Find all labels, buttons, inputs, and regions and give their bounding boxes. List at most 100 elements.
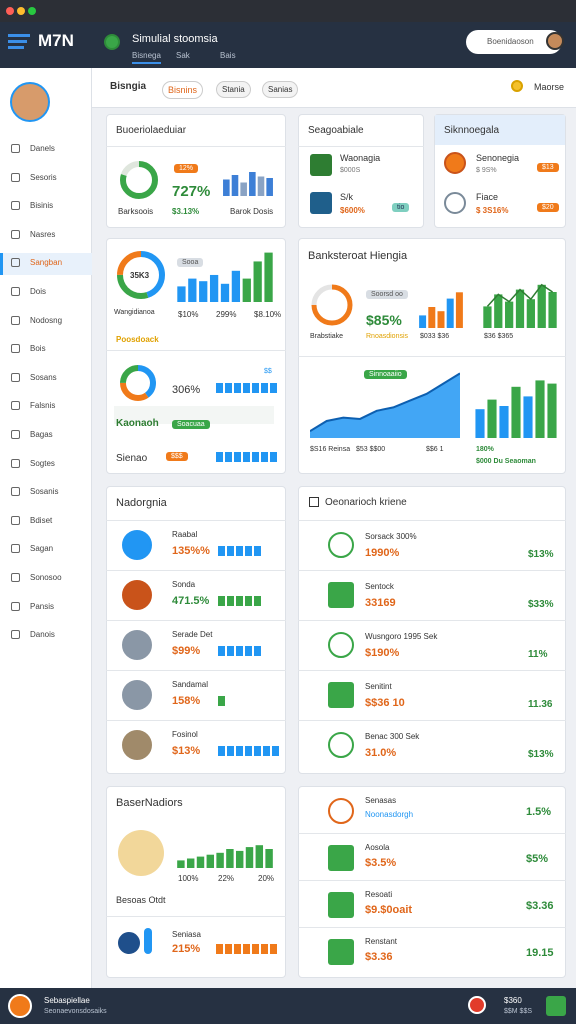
small: $$ [264, 368, 272, 375]
menu-item[interactable]: Sesoris [30, 172, 57, 182]
menu-item[interactable]: Bagas [30, 430, 53, 439]
pill: Soacuaa [172, 420, 210, 429]
card-title: Seagoabiale [308, 125, 364, 136]
segment [234, 944, 241, 954]
bar [206, 854, 215, 868]
menu-item[interactable]: Nodosng [30, 315, 63, 325]
bar [265, 849, 273, 868]
bar [499, 406, 509, 438]
menu-icon [11, 601, 20, 611]
card-title: Oeonarioch kriene [325, 497, 407, 508]
window-dot [17, 7, 25, 15]
icon [546, 996, 566, 1016]
bar-chart [483, 283, 557, 328]
icon [8, 994, 32, 1018]
menu-item[interactable]: Dois [30, 287, 47, 296]
bar [437, 311, 445, 328]
row-right: 1.5% [526, 806, 552, 818]
segment [236, 646, 243, 656]
bar [220, 283, 230, 302]
header-tab[interactable]: Bisnega [132, 51, 161, 64]
highlight: Poosdoack [116, 335, 159, 344]
segment [254, 646, 261, 656]
menu-item[interactable]: Bois [30, 344, 46, 354]
bar [223, 179, 230, 196]
menu-item[interactable]: Sogtes [30, 458, 55, 468]
menu-icon [11, 401, 20, 411]
bar [177, 860, 185, 868]
menu-item[interactable]: Sosans [30, 372, 57, 382]
bar [231, 175, 239, 196]
menu-item[interactable]: Sonosoo [30, 573, 62, 582]
plus-mark [549, 732, 555, 738]
axis-label: 100% [178, 874, 199, 883]
tab-right: Maorse [534, 82, 565, 92]
menu-item[interactable]: Bisinis [30, 201, 54, 211]
menu-item[interactable]: Danels [30, 144, 55, 153]
segment [245, 646, 252, 656]
segment [261, 383, 268, 393]
donut-segment [117, 251, 165, 299]
menu-item[interactable]: Falsnis [30, 401, 56, 411]
bar-chart [475, 380, 557, 438]
bar [235, 850, 244, 868]
header-tab[interactable]: Bais [220, 51, 236, 60]
bar [186, 858, 195, 868]
row-value: Noonasdorgh [365, 810, 414, 819]
segment [261, 452, 268, 462]
bar [483, 306, 492, 328]
caption: Besoas Otdt [116, 895, 166, 905]
tab[interactable]: Sanias [262, 81, 299, 98]
divider [298, 670, 566, 671]
menu-item[interactable]: Sangban [30, 258, 63, 268]
menu-icon [11, 229, 20, 239]
status-right-sub: $$M $$S [504, 1008, 533, 1015]
bar [196, 856, 205, 868]
icon [104, 34, 120, 50]
segment [234, 452, 241, 462]
icon [444, 192, 466, 214]
menu-icon [11, 515, 20, 525]
row-label: Seniasa [172, 930, 201, 939]
bar [231, 270, 241, 302]
header-tab[interactable]: Sak [176, 51, 190, 60]
icon [468, 996, 486, 1014]
bar [428, 307, 436, 328]
tab[interactable]: Bisnins [162, 81, 204, 99]
icon [122, 630, 152, 660]
menu-item[interactable]: Bdiset [30, 515, 53, 525]
window-dot [28, 7, 36, 15]
icon [328, 532, 354, 558]
segment [243, 383, 250, 393]
menu-item[interactable]: Pansis [30, 601, 55, 611]
row-label: Senasas [365, 796, 397, 805]
bar [188, 278, 197, 302]
caption: Wangidianoa [114, 309, 155, 316]
search-text[interactable]: Boenidaoson [487, 37, 534, 46]
segment [216, 383, 223, 393]
row-label: Fosinol [172, 730, 198, 739]
bar [216, 852, 224, 868]
menu-item[interactable]: Sagan [30, 544, 54, 554]
row-value: $190% [365, 647, 400, 659]
menu-item[interactable]: Danois [30, 630, 55, 640]
bar [209, 274, 219, 302]
plus-mark [549, 632, 555, 638]
segment [245, 746, 252, 756]
bar [240, 182, 247, 196]
icon [328, 582, 354, 608]
tab[interactable]: Stania [216, 81, 251, 98]
tab[interactable]: Bisngia [110, 81, 147, 92]
axis-label: $10% [178, 310, 199, 319]
segment [263, 746, 270, 756]
segment [234, 383, 241, 393]
axis-label: $$6 1 [426, 446, 444, 453]
menu-icon [11, 172, 20, 182]
area [310, 373, 460, 438]
menu-item[interactable]: Sosanis [30, 487, 59, 497]
divider [298, 927, 566, 928]
menu-icon [11, 201, 20, 211]
row-right: 11.36 [528, 699, 553, 710]
plus-mark [549, 532, 555, 538]
menu-item[interactable]: Nasres [30, 229, 56, 239]
